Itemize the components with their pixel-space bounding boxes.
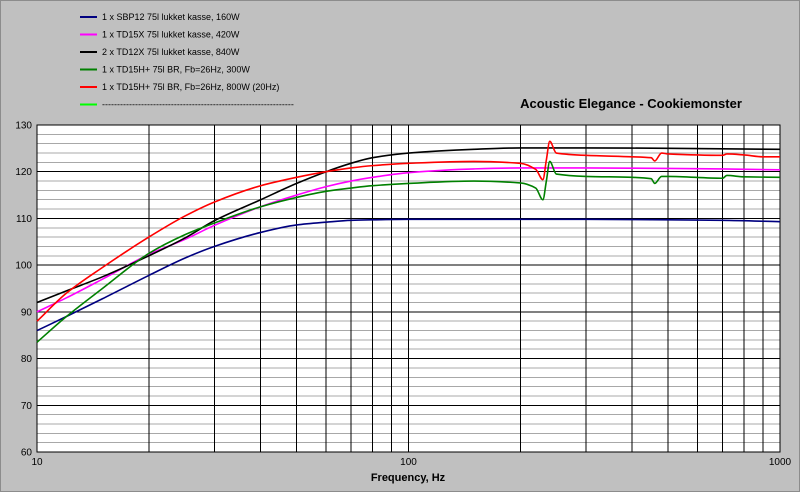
legend-label-1: 1 x SBP12 75l lukket kasse, 160W: [102, 12, 240, 22]
x-tick-labels: 10 100 1000: [31, 457, 791, 468]
y-tick-label: 60: [21, 448, 33, 459]
legend-label-3: 2 x TD12X 75l lukket kasse, 840W: [102, 47, 240, 57]
y-tick-label: 90: [21, 307, 33, 318]
x-tick-label: 100: [400, 457, 417, 468]
y-tick-label: 110: [16, 214, 32, 225]
y-tick-labels: 60 70 80 90 100 110 120 130: [15, 121, 32, 459]
x-axis-label: Frequency, Hz: [371, 472, 446, 484]
grid-lines: [37, 125, 780, 452]
x-tick-label: 10: [31, 457, 43, 468]
legend: 1 x SBP12 75l lukket kasse, 160W 1 x TD15…: [80, 12, 294, 110]
legend-label-4: 1 x TD15H+ 75l BR, Fb=26Hz, 300W: [102, 65, 250, 75]
legend-label-6: ----------------------------------------…: [102, 100, 294, 110]
y-tick-label: 80: [21, 354, 33, 365]
y-tick-label: 70: [21, 401, 33, 412]
legend-label-2: 1 x TD15X 75l lukket kasse, 420W: [102, 30, 240, 40]
series-line-5: [36, 140, 781, 322]
series-line-3: [36, 147, 781, 304]
plot-border: [36, 124, 781, 453]
y-tick-label: 100: [15, 261, 32, 272]
chart-title: Acoustic Elegance - Cookiemonster: [520, 96, 742, 111]
x-tick-label: 1000: [769, 457, 792, 468]
y-tick-label: 130: [15, 121, 32, 132]
series-line-4: [36, 160, 781, 343]
series-line-1: [36, 218, 781, 332]
legend-label-5: 1 x TD15H+ 75l BR, Fb=26Hz, 800W (20Hz): [102, 82, 279, 92]
y-tick-label: 120: [15, 167, 32, 178]
series-layer: [36, 140, 781, 343]
